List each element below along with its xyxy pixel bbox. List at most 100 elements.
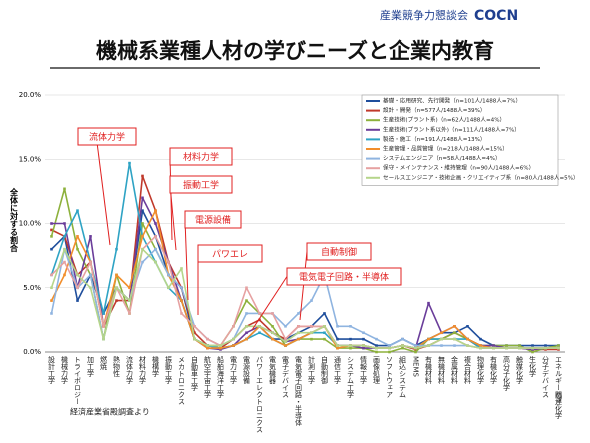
point	[154, 209, 157, 212]
point	[193, 325, 196, 328]
page-number: 9	[555, 391, 563, 405]
point	[492, 344, 495, 347]
x-tick-label: 無機材料	[438, 355, 446, 385]
point	[63, 260, 66, 264]
point	[440, 344, 443, 347]
point	[284, 337, 287, 341]
point	[154, 260, 157, 264]
point	[375, 344, 378, 347]
x-tick-label: 航空宇宙工学	[204, 355, 212, 398]
annotation-arrow	[96, 144, 111, 246]
point	[297, 325, 300, 328]
point	[141, 260, 144, 264]
point	[362, 331, 365, 335]
point	[310, 337, 313, 341]
point	[141, 235, 144, 238]
point	[102, 325, 105, 328]
point	[271, 331, 274, 335]
point	[167, 286, 170, 290]
point	[297, 331, 300, 335]
point	[232, 325, 235, 328]
point	[167, 260, 170, 264]
annotation-text: 自動制御	[321, 246, 357, 258]
point	[63, 273, 66, 277]
point	[141, 209, 144, 212]
x-tick-label: パワーエレクトロニクス	[256, 356, 264, 433]
point	[50, 247, 53, 251]
x-tick-label: 有機材料	[425, 355, 433, 385]
annotation-text: 材料力学	[183, 151, 219, 163]
y-axis-label: 全体に対する割合	[9, 187, 19, 253]
x-tick-label: 生化学	[529, 355, 537, 377]
point	[63, 187, 66, 191]
x-tick-label: 熱物性	[113, 355, 121, 378]
x-tick-label: 機械力学	[61, 355, 69, 384]
point	[50, 312, 53, 315]
point	[479, 344, 482, 347]
point	[453, 325, 456, 328]
point	[271, 312, 274, 315]
x-tick-label: 触媒化学	[516, 355, 524, 384]
point	[284, 344, 287, 347]
x-tick-label: 電子デバイス	[282, 356, 290, 398]
point	[50, 222, 53, 225]
annotation-box	[286, 267, 402, 286]
point	[219, 346, 222, 350]
point	[167, 273, 170, 277]
annotation-text: 電気電子回路・半導体	[299, 271, 389, 283]
point	[466, 344, 469, 347]
point	[362, 337, 365, 341]
series-line	[50, 209, 559, 349]
point	[401, 346, 404, 350]
point	[505, 346, 508, 350]
point	[154, 222, 157, 225]
point	[180, 286, 183, 290]
point	[453, 344, 456, 347]
point	[245, 299, 248, 302]
x-tick-label: 通信工学	[334, 355, 342, 384]
point	[258, 331, 261, 335]
x-tick-label: 振動工学	[165, 355, 173, 384]
point	[232, 344, 235, 347]
point	[427, 337, 430, 341]
x-tick-label: 画像処理	[373, 356, 381, 384]
point	[453, 337, 456, 341]
point	[76, 209, 79, 212]
x-tick-label: MEMS	[412, 356, 420, 378]
point	[297, 337, 300, 341]
point	[154, 247, 157, 251]
point	[284, 340, 287, 344]
point	[89, 273, 92, 277]
point	[323, 337, 326, 341]
annotation-text: 電源設備	[195, 214, 231, 226]
legend-label: システムエンジニア（n=58人/1488人=4%）	[383, 155, 501, 162]
x-tick-label: 電源設備	[243, 356, 251, 385]
point	[414, 350, 417, 354]
x-tick-label: 燃焼	[100, 355, 108, 371]
point	[401, 344, 404, 347]
point	[492, 346, 495, 350]
y-tick-label: 15.0%	[19, 155, 42, 163]
point	[115, 247, 118, 251]
point	[115, 299, 118, 302]
point	[115, 273, 118, 277]
point	[193, 331, 196, 335]
source: 経済産業省殿調査より	[70, 407, 150, 417]
series-line	[50, 235, 559, 349]
point	[531, 344, 534, 347]
annotation-box	[77, 127, 137, 146]
legend-label: 生産技術(プラント系)（n=62人/1488人=4%）	[383, 116, 505, 124]
annotation-text: 振動工学	[183, 179, 219, 191]
point	[128, 286, 131, 290]
point	[440, 337, 443, 341]
point	[102, 337, 105, 341]
point	[518, 344, 521, 347]
point	[349, 337, 352, 341]
point	[89, 286, 92, 290]
annotation-arrow	[169, 184, 177, 251]
point	[401, 337, 404, 341]
title: 機械系業種人材の学びニーズと企業内教育	[96, 39, 494, 63]
legend-box	[361, 94, 559, 186]
x-tick-label: 船舶海洋工学	[217, 355, 225, 398]
